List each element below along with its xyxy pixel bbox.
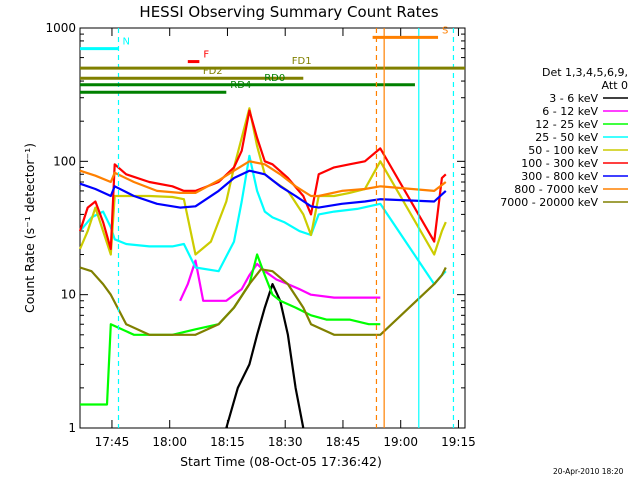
legend-label-7: 800 - 7000 keV bbox=[514, 183, 598, 196]
legend-label-0: 3 - 6 keV bbox=[549, 92, 598, 105]
x-tick-label: 19:00 bbox=[383, 435, 418, 449]
x-axis-label: Start Time (08-Oct-05 17:36:42) bbox=[180, 454, 382, 469]
x-tick-label: 18:00 bbox=[152, 435, 187, 449]
annotation-label-1: F bbox=[203, 50, 209, 61]
annotation-label-5: RD4 bbox=[230, 80, 251, 91]
legend-label-4: 50 - 100 keV bbox=[528, 144, 598, 157]
y-tick-label: 10 bbox=[61, 288, 76, 302]
series-line-6 bbox=[79, 169, 447, 209]
y-axis-label: Count Rate (s⁻¹ detector⁻¹) bbox=[22, 143, 37, 313]
x-tick-label: 18:45 bbox=[326, 435, 361, 449]
x-tick-label: 18:30 bbox=[268, 435, 303, 449]
series-line-1 bbox=[179, 259, 381, 302]
legend-header: Att 0 bbox=[602, 79, 628, 92]
annotation-label-2: FD1 bbox=[292, 56, 312, 67]
annotation-label-6: S bbox=[442, 25, 448, 36]
legend-label-3: 25 - 50 keV bbox=[535, 131, 598, 144]
legend-label-8: 7000 - 20000 keV bbox=[500, 196, 598, 209]
chart-title: HESSI Observing Summary Count Rates bbox=[139, 3, 438, 21]
timestamp-stamp: 20-Apr-2010 18:20 bbox=[553, 467, 624, 476]
annotation-label-0: N bbox=[123, 37, 130, 48]
series-line-3 bbox=[79, 154, 447, 286]
series-line-7 bbox=[79, 160, 447, 198]
annotation-label-4: RD0 bbox=[264, 73, 285, 84]
legend-header: Det 1,3,4,5,6,9, bbox=[542, 66, 628, 79]
x-tick-label: 19:15 bbox=[441, 435, 476, 449]
y-tick-label: 1000 bbox=[45, 21, 76, 35]
series-line-0 bbox=[225, 283, 305, 429]
y-tick-label: 1 bbox=[68, 421, 76, 435]
series-line-8 bbox=[79, 266, 447, 336]
plot-frame bbox=[79, 27, 466, 429]
series-line-4 bbox=[78, 107, 447, 256]
legend-label-2: 12 - 25 keV bbox=[535, 118, 598, 131]
y-tick-label: 100 bbox=[53, 154, 76, 168]
series-line-2 bbox=[80, 253, 381, 406]
series-line-5 bbox=[78, 109, 447, 251]
legend-label-5: 100 - 300 keV bbox=[521, 157, 598, 170]
annotation-label-3: FD2 bbox=[203, 66, 223, 77]
x-tick-label: 18:15 bbox=[210, 435, 245, 449]
x-tick-label: 17:45 bbox=[95, 435, 130, 449]
legend-label-1: 6 - 12 keV bbox=[542, 105, 598, 118]
legend-label-6: 300 - 800 keV bbox=[521, 170, 598, 183]
